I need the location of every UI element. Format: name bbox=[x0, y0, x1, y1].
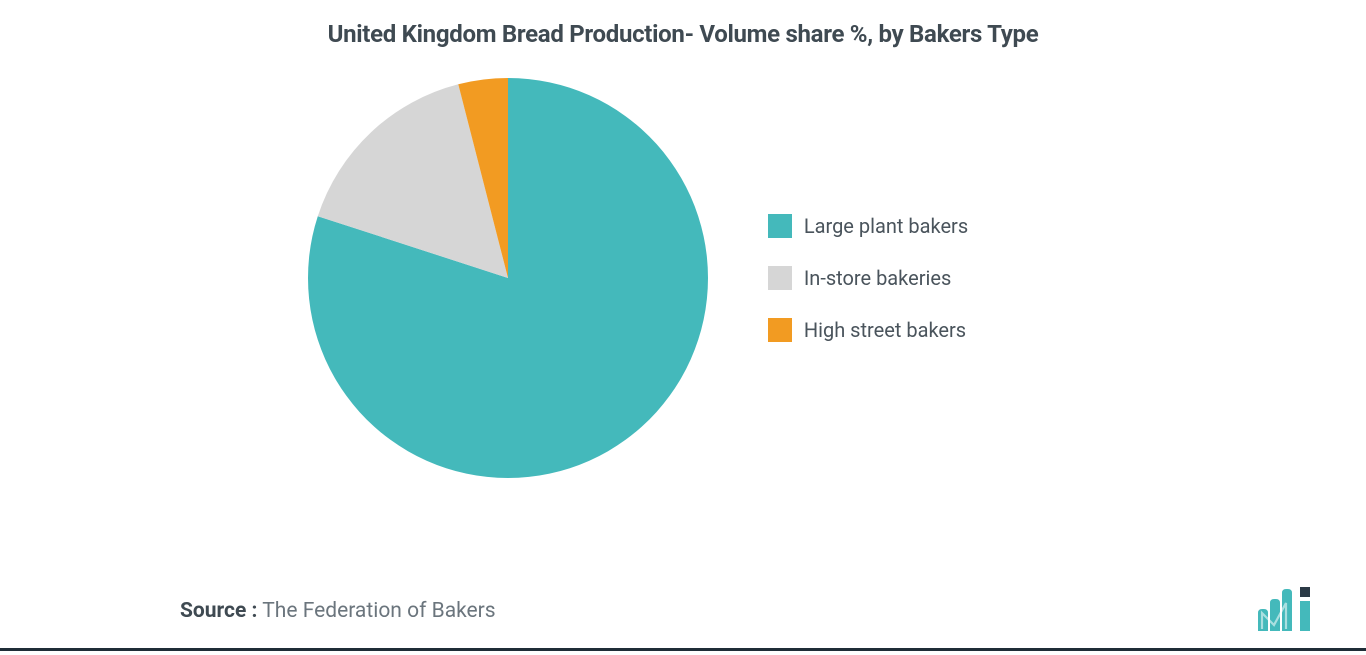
legend-swatch bbox=[768, 214, 792, 238]
legend-item: Large plant bakers bbox=[768, 214, 968, 238]
pie-chart bbox=[308, 78, 708, 478]
plot-row: Large plant bakers In-store bakeries High … bbox=[30, 78, 1336, 478]
legend-label: High street bakers bbox=[804, 318, 966, 342]
legend-swatch bbox=[768, 318, 792, 342]
legend-label: In-store bakeries bbox=[804, 266, 951, 290]
legend-item: High street bakers bbox=[768, 318, 968, 342]
legend-label: Large plant bakers bbox=[804, 214, 968, 238]
source-label: Source : bbox=[180, 599, 257, 623]
source-line: Source : The Federation of Bakers bbox=[180, 599, 496, 623]
footer-rule bbox=[0, 648, 1366, 651]
source-text: The Federation of Bakers bbox=[262, 599, 495, 623]
brand-logo-icon bbox=[1256, 585, 1326, 633]
chart-container: United Kingdom Bread Production- Volume … bbox=[0, 0, 1366, 655]
legend-item: In-store bakeries bbox=[768, 266, 968, 290]
legend-swatch bbox=[768, 266, 792, 290]
chart-title: United Kingdom Bread Production- Volume … bbox=[30, 20, 1336, 48]
legend: Large plant bakers In-store bakeries High … bbox=[768, 214, 968, 342]
